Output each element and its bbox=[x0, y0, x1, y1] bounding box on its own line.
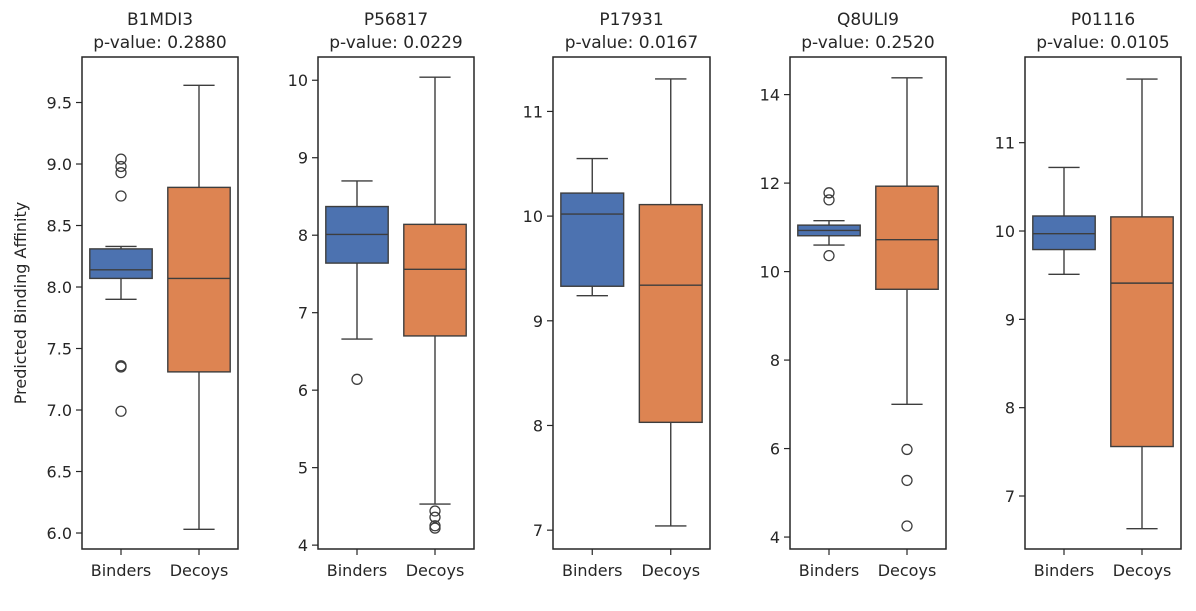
panel-4-y-tick-label: 8 bbox=[770, 351, 780, 370]
panel-4-decoys-outlier bbox=[901, 474, 913, 487]
panel-4-binders-outlier bbox=[823, 250, 835, 262]
panel-5-y-tick-label: 11 bbox=[995, 134, 1015, 153]
panel-5-y-tick-label: 9 bbox=[1005, 310, 1015, 329]
panel-4-binders-outlier bbox=[823, 194, 835, 206]
panel-1-y-tick-label: 7.5 bbox=[47, 340, 72, 359]
panel-1-binders-box bbox=[89, 248, 153, 280]
panel-5-y-tick-label: 8 bbox=[1005, 399, 1015, 418]
panel-4-x-tick-label: Binders bbox=[799, 561, 859, 580]
panel-1-y-tick-label: 9.0 bbox=[47, 155, 72, 174]
panel-4-p-value: p-value: 0.2520 bbox=[801, 33, 935, 53]
panel-5-p-value: p-value: 0.0105 bbox=[1036, 33, 1170, 53]
panel-2-p-value: p-value: 0.0229 bbox=[329, 33, 463, 53]
panel-1-binders-outlier bbox=[115, 190, 127, 202]
panel-3-frame bbox=[552, 56, 711, 550]
panel-1-y-axis-label: Predicted Binding Affinity bbox=[11, 202, 30, 404]
panel-2-x-tick-label: Decoys bbox=[406, 561, 465, 580]
panel-3-y-tick-label: 7 bbox=[533, 521, 543, 540]
panel-2-y-tick-label: 8 bbox=[298, 226, 308, 245]
panel-1-frame bbox=[81, 56, 239, 550]
panel-1-binders-outlier bbox=[115, 153, 127, 165]
panel-2-y-tick-label: 4 bbox=[298, 536, 308, 555]
panel-3-y-tick-label: 8 bbox=[533, 416, 543, 435]
panel-4-decoys-outlier bbox=[901, 520, 913, 532]
panel-2-title: P56817 bbox=[364, 10, 428, 30]
panel-1-y-tick-label: 6.0 bbox=[47, 524, 72, 543]
panel-2-binders-outlier bbox=[351, 373, 363, 385]
panel-4-y-tick-label: 4 bbox=[770, 528, 780, 547]
panel-4-decoys-outlier bbox=[901, 443, 913, 456]
panel-1-decoys-box bbox=[167, 186, 231, 373]
panel-5-decoys-box bbox=[1110, 216, 1174, 448]
panel-4-binders-outlier bbox=[823, 187, 835, 199]
panel-5-y-tick-label: 7 bbox=[1005, 487, 1015, 506]
panel-2-decoys-outlier bbox=[429, 505, 441, 517]
panel-2-decoys-outlier bbox=[429, 511, 441, 523]
panel-1-y-tick-label: 9.5 bbox=[47, 94, 72, 113]
panel-2-y-tick-label: 6 bbox=[298, 381, 308, 400]
panel-2-decoys-box bbox=[403, 223, 467, 337]
panel-1-y-tick-label: 8.5 bbox=[47, 217, 72, 236]
panel-3-x-tick-label: Binders bbox=[562, 561, 622, 580]
panel-1-binders-outlier bbox=[115, 160, 127, 173]
panel-3-binders-box bbox=[560, 192, 625, 287]
panel-1-y-tick-label: 7.0 bbox=[47, 401, 72, 420]
panel-5-y-tick-label: 10 bbox=[995, 222, 1015, 241]
panel-2-y-tick-label: 5 bbox=[298, 459, 308, 478]
panel-1-p-value: p-value: 0.2880 bbox=[93, 33, 227, 53]
panel-1-y-tick-label: 8.0 bbox=[47, 278, 72, 297]
panel-4-y-tick-label: 10 bbox=[760, 263, 780, 282]
panel-3-y-tick-label: 11 bbox=[523, 102, 543, 121]
panel-1-binders-outlier bbox=[115, 361, 127, 373]
panel-3-x-tick-label: Decoys bbox=[641, 561, 700, 580]
panel-4-x-tick-label: Decoys bbox=[878, 561, 937, 580]
panel-3-y-tick-label: 9 bbox=[533, 312, 543, 331]
panel-2-decoys-outlier bbox=[429, 522, 441, 534]
panel-2-x-tick-label: Binders bbox=[327, 561, 387, 580]
panel-5-title: P01116 bbox=[1071, 10, 1135, 30]
panel-4-title: Q8ULI9 bbox=[837, 10, 899, 30]
panel-5-binders-box bbox=[1032, 215, 1096, 251]
panel-4-y-tick-label: 14 bbox=[760, 86, 780, 105]
panel-4-frame bbox=[789, 56, 947, 550]
panel-1-y-tick-label: 6.5 bbox=[47, 463, 72, 482]
panel-4-y-tick-label: 6 bbox=[770, 440, 780, 459]
panel-3-y-tick-label: 10 bbox=[523, 207, 543, 226]
panel-5-x-tick-label: Binders bbox=[1034, 561, 1094, 580]
panel-3-title: P17931 bbox=[599, 10, 663, 30]
panel-1-binders-outlier bbox=[115, 405, 127, 417]
panel-4-y-tick-label: 12 bbox=[760, 174, 780, 193]
panel-2-frame bbox=[317, 56, 475, 550]
panel-3-decoys-box bbox=[638, 203, 703, 424]
panel-1-x-tick-label: Binders bbox=[91, 561, 151, 580]
panel-5-frame bbox=[1024, 56, 1182, 550]
panel-4-decoys-box bbox=[875, 185, 939, 290]
panel-2-y-tick-label: 7 bbox=[298, 304, 308, 323]
panel-1-x-tick-label: Decoys bbox=[170, 561, 229, 580]
panel-2-y-tick-label: 9 bbox=[298, 149, 308, 168]
panel-5-x-tick-label: Decoys bbox=[1113, 561, 1172, 580]
panel-1-title: B1MDI3 bbox=[127, 10, 193, 30]
panel-3-p-value: p-value: 0.0167 bbox=[565, 33, 699, 53]
panel-2-y-tick-label: 10 bbox=[288, 71, 308, 90]
panel-1-binders-outlier bbox=[115, 166, 127, 179]
